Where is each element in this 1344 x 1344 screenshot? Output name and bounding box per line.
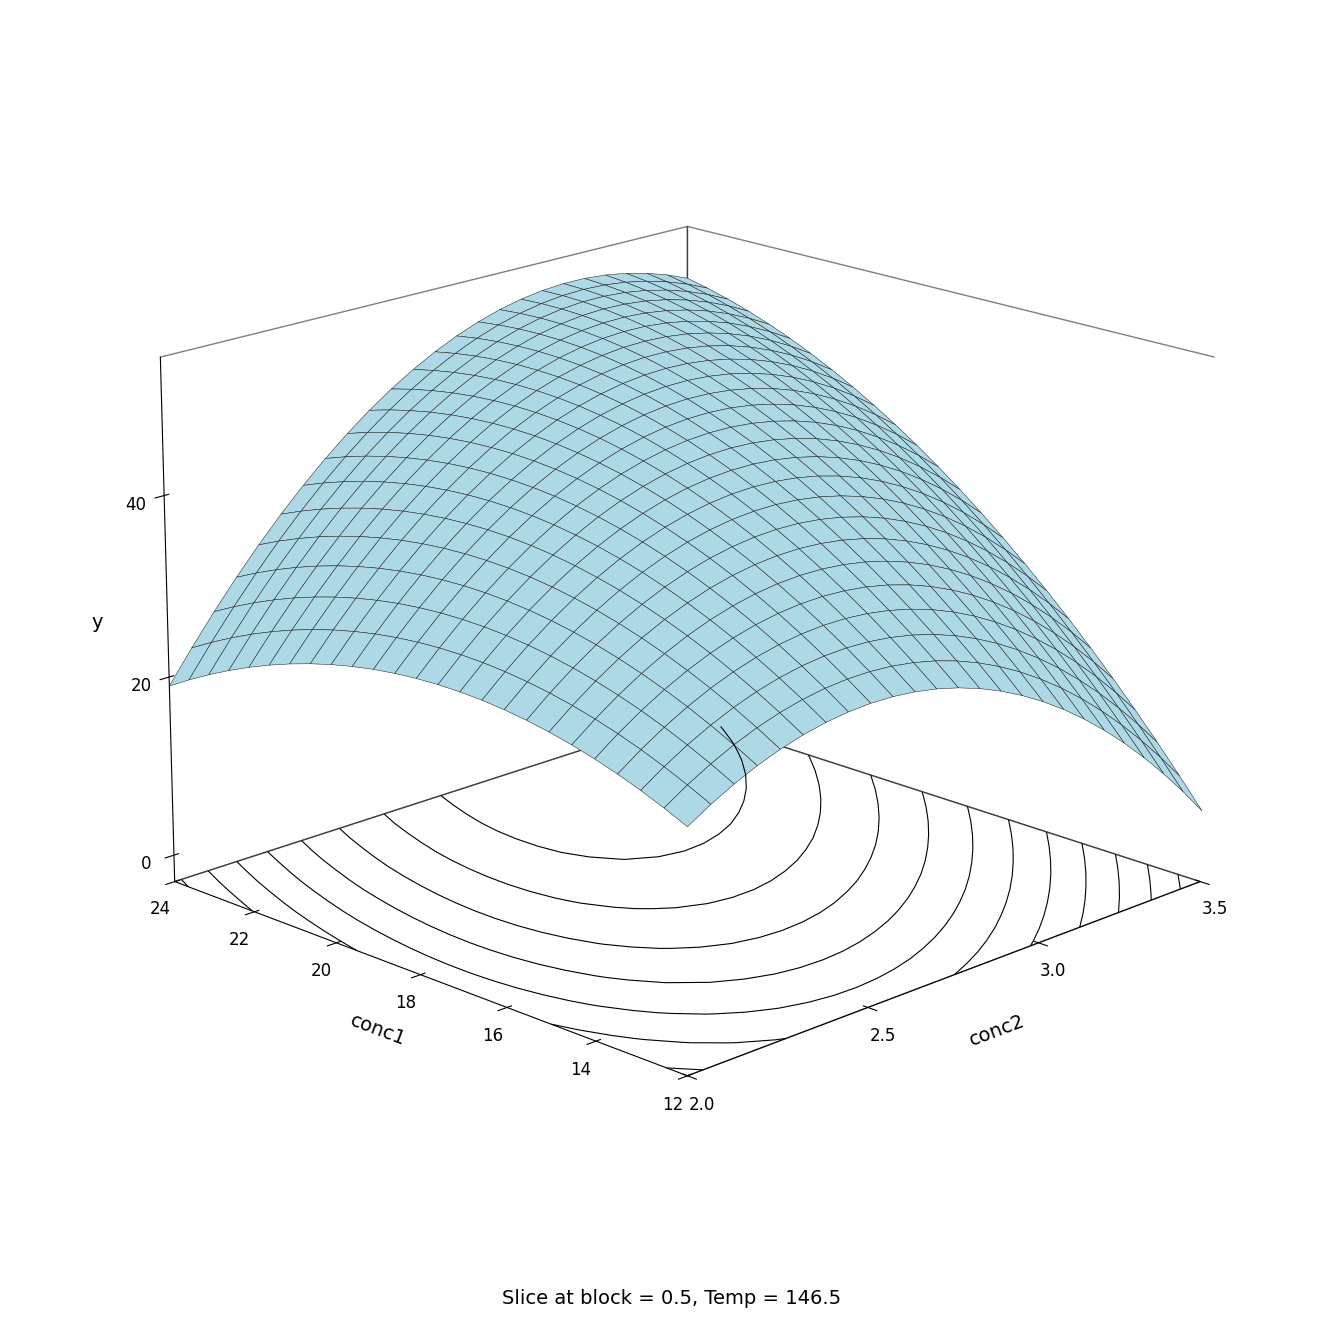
Y-axis label: conc1: conc1 — [348, 1012, 409, 1050]
Text: Slice at block = 0.5, Temp = 146.5: Slice at block = 0.5, Temp = 146.5 — [503, 1289, 841, 1308]
X-axis label: conc2: conc2 — [966, 1012, 1027, 1050]
